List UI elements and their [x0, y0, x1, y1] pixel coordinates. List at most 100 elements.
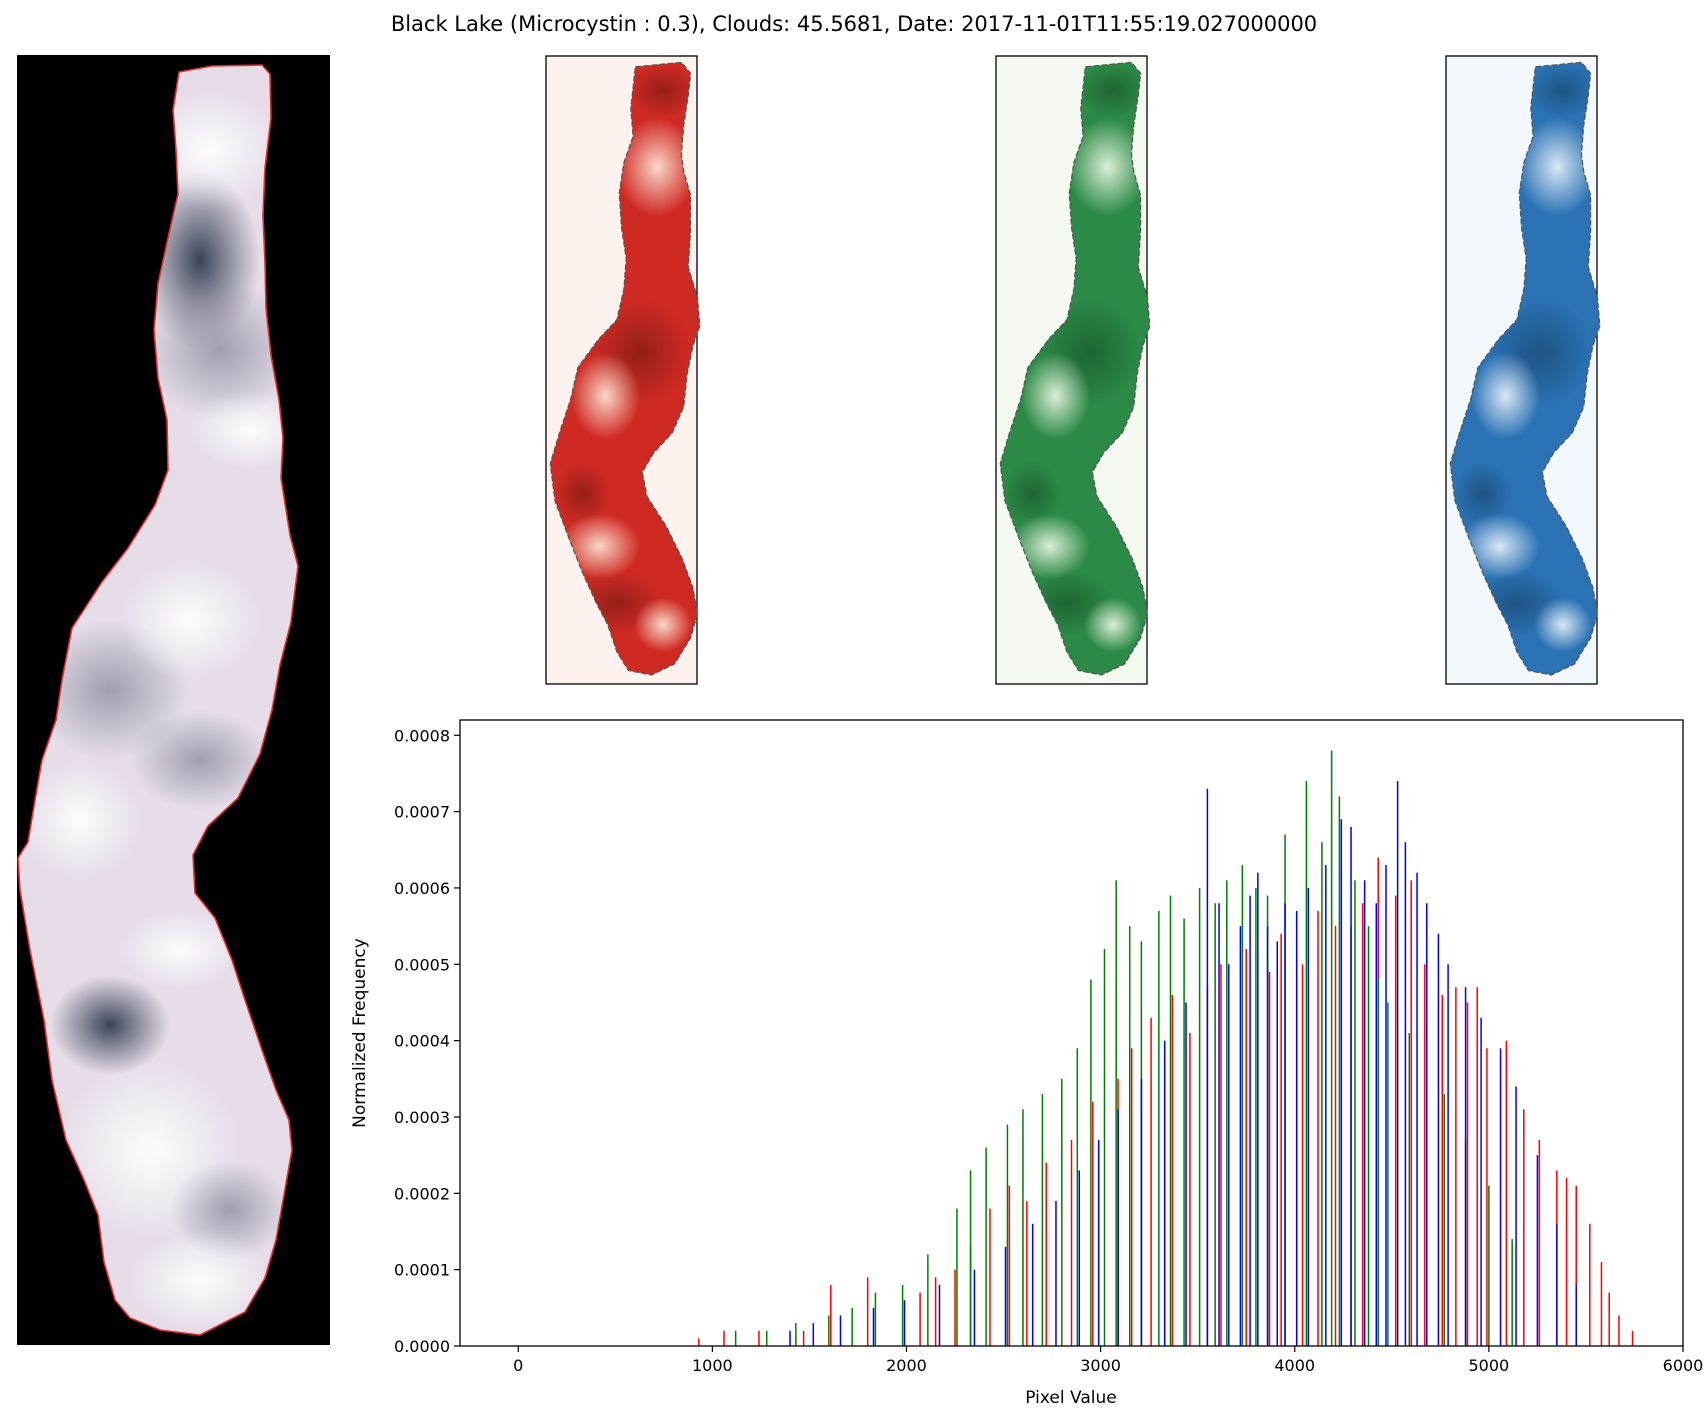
histogram-bar — [1163, 1040, 1166, 1346]
y-tick-label: 0.0005 — [394, 955, 450, 974]
histogram-bar — [1140, 1078, 1143, 1346]
histogram-bar — [851, 1307, 853, 1346]
histogram-bar — [989, 1208, 991, 1346]
histogram-bar — [1361, 903, 1364, 1346]
histogram-bar — [1350, 826, 1352, 1346]
histogram-bar — [872, 1307, 875, 1346]
histogram-bar — [1367, 926, 1370, 1346]
histogram-chart: 0 1000 2000 3000 4000 5000 6000 0.00000.00010.… — [350, 719, 1704, 1408]
histogram-bar — [1354, 880, 1356, 1346]
histogram-bar — [938, 1284, 941, 1346]
histogram-bar — [1464, 987, 1467, 1346]
histogram-bar — [1499, 1048, 1502, 1346]
histogram-bar — [1600, 1262, 1603, 1346]
histogram-bar — [954, 1269, 956, 1346]
y-tick-label: 0.0006 — [394, 879, 450, 898]
red-channel-map — [545, 55, 701, 685]
rgb-lake-outline — [17, 64, 299, 1336]
histogram-bar — [1022, 1109, 1024, 1346]
histogram-bar — [1227, 964, 1230, 1346]
histogram-bar — [1239, 926, 1242, 1346]
histogram-bar — [1128, 926, 1131, 1346]
histogram-bar — [1206, 788, 1209, 1346]
histogram-bar — [795, 1323, 797, 1346]
histogram-bar — [874, 1292, 877, 1346]
histogram-bar — [1276, 941, 1279, 1346]
histogram-bar — [1426, 903, 1428, 1346]
histogram-bar — [1280, 933, 1282, 1346]
histogram-bar — [1305, 781, 1308, 1346]
histogram-bar — [1061, 1078, 1063, 1346]
y-tick-label: 0.0003 — [394, 1108, 450, 1127]
histogram-bar — [1515, 1086, 1517, 1346]
histogram-bar — [734, 1330, 737, 1346]
histogram-bar — [1266, 926, 1269, 1346]
y-tick-label: 0.0007 — [394, 803, 450, 822]
histogram-bar — [1097, 1139, 1100, 1346]
histogram-bar — [1416, 872, 1418, 1346]
histogram-bar — [1245, 949, 1247, 1346]
blue-channel-map — [1445, 55, 1601, 685]
histogram-bar — [789, 1330, 791, 1346]
histogram-bar — [1008, 1185, 1011, 1346]
histogram-bar — [830, 1284, 832, 1346]
histogram-bar — [1321, 842, 1323, 1346]
histogram-bar — [1505, 1040, 1508, 1346]
histogram-bar — [1575, 1185, 1577, 1346]
histogram-bar — [1218, 903, 1220, 1346]
histogram-bar — [1220, 964, 1222, 1346]
histogram-bar — [1158, 910, 1160, 1346]
histogram-bar — [1249, 895, 1251, 1346]
histogram-bar — [1189, 1033, 1191, 1346]
y-tick-label: 0.0001 — [394, 1261, 450, 1280]
histogram-bar — [1476, 987, 1478, 1346]
y-tick-label: 0.0004 — [394, 1032, 450, 1051]
histogram-bar — [1268, 971, 1271, 1346]
figure-title: Black Lake (Microcystin : 0.3), Clouds: … — [391, 12, 1317, 36]
rgb-lake-image — [17, 55, 330, 1345]
histogram-bars — [698, 750, 1634, 1346]
histogram-bar — [1295, 910, 1298, 1346]
histogram-bar — [1117, 1109, 1119, 1346]
histogram-plot-frame — [459, 719, 1684, 1347]
histogram-bar — [1455, 987, 1457, 1346]
histogram-y-label: Normalized Frequency — [350, 938, 370, 1128]
histogram-bar — [1226, 880, 1228, 1346]
histogram-bar — [1523, 1109, 1525, 1346]
histogram-bar — [1330, 750, 1333, 1346]
histogram-bar — [1307, 887, 1310, 1346]
histogram-bar — [1090, 979, 1092, 1346]
histogram-bar — [1486, 1048, 1488, 1346]
histogram-bar — [1284, 903, 1286, 1346]
blue-map-lake-outline — [1449, 61, 1601, 676]
x-tick-label: 1000 — [692, 1356, 733, 1375]
y-tick-label: 0.0000 — [394, 1337, 450, 1356]
histogram-bar — [903, 1300, 906, 1346]
x-tick-label: 6000 — [1663, 1356, 1704, 1375]
histogram-bar — [1338, 796, 1341, 1346]
histogram-bar — [1031, 1223, 1034, 1346]
histogram-bar — [1410, 880, 1412, 1346]
histogram-bar — [866, 1277, 869, 1346]
histogram-bar — [1385, 865, 1387, 1346]
histogram-bar — [1317, 910, 1319, 1346]
green-map-lake-outline — [999, 61, 1151, 676]
histogram-bar — [1408, 1033, 1411, 1346]
histogram-bar — [1183, 918, 1185, 1346]
histogram-bar — [1396, 781, 1399, 1346]
histogram-bar — [1618, 1315, 1620, 1346]
histogram-bar — [934, 1277, 937, 1346]
histogram-bar — [1466, 1002, 1469, 1346]
histogram-bar — [1185, 1002, 1187, 1346]
histogram-bar — [1556, 1223, 1558, 1346]
histogram-bar — [1257, 872, 1259, 1346]
histogram-bar — [1169, 895, 1172, 1346]
y-tick-label: 0.0002 — [394, 1184, 450, 1203]
histogram-bar — [1631, 1330, 1634, 1346]
histogram-bar — [1255, 887, 1257, 1346]
histogram-bar — [1006, 1124, 1009, 1346]
histogram-bar — [927, 1254, 929, 1346]
histogram-bar — [1443, 1094, 1445, 1346]
histogram-bar — [1070, 1139, 1073, 1346]
